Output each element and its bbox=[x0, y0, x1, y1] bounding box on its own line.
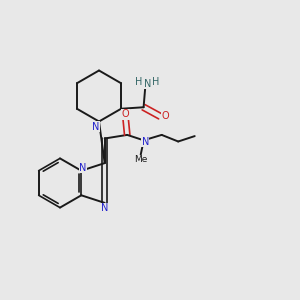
Text: Me: Me bbox=[134, 155, 147, 164]
Text: N: N bbox=[79, 163, 86, 173]
Text: O: O bbox=[161, 111, 169, 121]
Text: N: N bbox=[101, 203, 108, 213]
Text: N: N bbox=[92, 122, 100, 132]
Text: H: H bbox=[135, 77, 143, 87]
Text: N: N bbox=[142, 137, 149, 147]
Text: H: H bbox=[152, 77, 160, 87]
Text: N: N bbox=[144, 79, 151, 89]
Text: O: O bbox=[122, 110, 130, 119]
